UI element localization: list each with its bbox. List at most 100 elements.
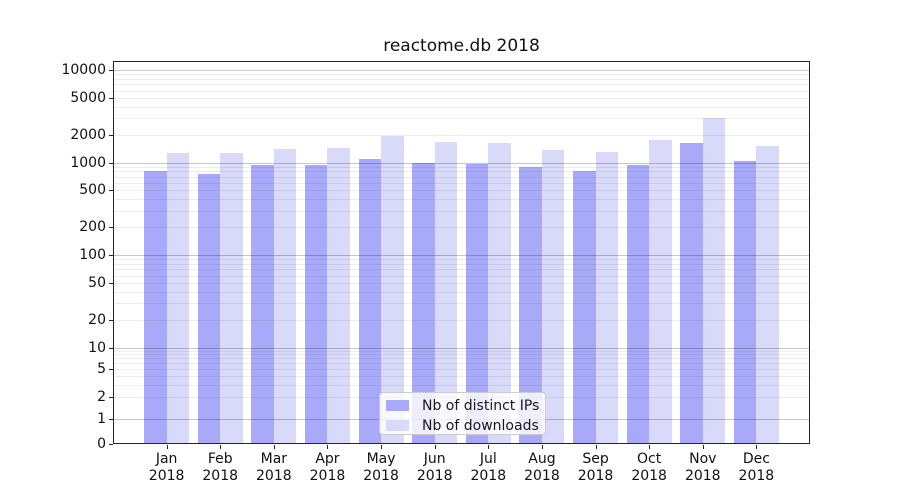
bar-downloads-sep — [595, 152, 619, 443]
x-tick-mark — [488, 445, 490, 449]
y-tick-mark — [109, 134, 113, 136]
gridline-minor — [114, 291, 809, 293]
y-tick-mark — [109, 190, 113, 192]
y-tick-label: 10 — [88, 339, 106, 356]
legend-label-downloads: Nb of downloads — [422, 417, 539, 434]
gridline-minor — [114, 78, 809, 80]
y-tick-mark — [109, 70, 113, 71]
y-tick-label: 2 — [97, 389, 106, 406]
gridline-minor — [114, 358, 809, 360]
gridline-minor — [114, 368, 809, 370]
legend-label-distinct-ips: Nb of distinct IPs — [422, 397, 540, 414]
grid-layer — [114, 62, 809, 443]
y-tick-mark — [109, 255, 113, 256]
bar-distinct-ips-jan — [144, 171, 167, 443]
x-tick-label: Feb 2018 — [202, 451, 239, 484]
y-tick-mark — [109, 397, 113, 399]
y-tick-label: 2000 — [70, 126, 106, 143]
x-tick-mark — [327, 445, 329, 449]
gridline-major — [114, 162, 809, 164]
bar-downloads-oct — [649, 140, 672, 443]
x-tick-label: Jul 2018 — [470, 451, 507, 484]
gridline-minor — [114, 97, 809, 99]
gridline-minor — [114, 227, 809, 229]
y-tick-mark — [109, 418, 113, 420]
bar-distinct-ips-nov — [680, 142, 703, 443]
gridline-minor — [114, 354, 809, 356]
bar-distinct-ips-apr — [304, 164, 328, 443]
gridline-minor — [114, 269, 809, 271]
x-tick-label: May 2018 — [363, 451, 399, 484]
x-tick-mark — [220, 445, 222, 449]
y-tick-mark — [109, 162, 113, 164]
bar-distinct-ips-mar — [251, 164, 274, 443]
gridline-minor — [114, 190, 809, 192]
gridline-minor — [114, 303, 809, 305]
bar-downloads-mar — [273, 148, 297, 443]
y-tick-mark — [109, 319, 113, 321]
bar-downloads-nov — [702, 118, 726, 443]
gridline-minor — [114, 259, 809, 261]
bar-downloads-jun — [434, 142, 458, 443]
x-tick-label: Nov 2018 — [684, 451, 721, 484]
gridline-minor — [114, 90, 809, 92]
x-tick-label: Sep 2018 — [577, 451, 614, 484]
gridline-minor — [114, 118, 809, 120]
gridline-minor — [114, 319, 809, 321]
y-tick-label: 10000 — [61, 62, 106, 78]
gridline-minor — [114, 134, 809, 136]
bar-distinct-ips-may — [358, 158, 382, 443]
y-tick-label: 20 — [88, 311, 106, 328]
bar-distinct-ips-dec — [733, 161, 757, 443]
gridline-minor — [114, 199, 809, 201]
y-tick-label: 500 — [79, 182, 106, 199]
gridline-major — [114, 347, 809, 349]
x-tick-mark — [702, 445, 704, 449]
bar-distinct-ips-jul — [465, 163, 489, 443]
gridline-minor — [114, 183, 809, 185]
gridline-minor — [114, 166, 809, 168]
y-tick-label: 200 — [79, 219, 106, 236]
y-tick-label: 5000 — [70, 89, 106, 106]
y-tick-label: 100 — [79, 247, 106, 263]
x-tick-label: Mar 2018 — [256, 451, 292, 484]
y-tick-mark — [109, 282, 113, 284]
gridline-minor — [114, 384, 809, 386]
gridline-minor — [114, 275, 809, 277]
bar-downloads-may — [381, 135, 404, 443]
x-tick-label: Oct 2018 — [631, 451, 667, 484]
bar-distinct-ips-jun — [412, 162, 435, 443]
legend-swatch-distinct-ips — [386, 400, 409, 411]
bars-layer — [114, 62, 809, 443]
x-tick-mark — [541, 445, 543, 449]
y-tick-mark — [109, 444, 113, 445]
gridline-minor — [114, 350, 809, 352]
x-tick-label: Jun 2018 — [416, 451, 453, 484]
x-tick-label: Apr 2018 — [309, 451, 346, 484]
bar-distinct-ips-aug — [519, 166, 542, 443]
legend-item-distinct-ips: Nb of distinct IPs — [386, 397, 545, 414]
y-tick-label: 1000 — [70, 154, 106, 171]
bar-distinct-ips-sep — [573, 171, 596, 443]
y-tick-label: 1 — [97, 410, 106, 427]
x-tick-mark — [166, 445, 168, 449]
gridline-minor — [114, 210, 809, 212]
gridline-minor — [114, 363, 809, 365]
gridline-minor — [114, 106, 809, 108]
bar-downloads-dec — [756, 145, 779, 443]
y-tick-mark — [109, 97, 113, 99]
plot-area — [113, 61, 810, 444]
y-tick-label: 5 — [97, 360, 106, 377]
gridline-minor — [114, 176, 809, 178]
legend: Nb of distinct IPs Nb of downloads — [379, 392, 546, 435]
x-tick-label: Dec 2018 — [738, 451, 775, 484]
legend-swatch-downloads — [386, 420, 409, 431]
gridline-minor — [114, 74, 809, 76]
bar-downloads-jul — [488, 143, 511, 443]
x-tick-mark — [756, 445, 758, 449]
bar-downloads-jan — [166, 152, 190, 443]
gridline-minor — [114, 263, 809, 265]
y-tick-label: 50 — [88, 274, 106, 291]
gridline-major — [114, 255, 809, 256]
legend-item-downloads: Nb of downloads — [386, 417, 545, 434]
